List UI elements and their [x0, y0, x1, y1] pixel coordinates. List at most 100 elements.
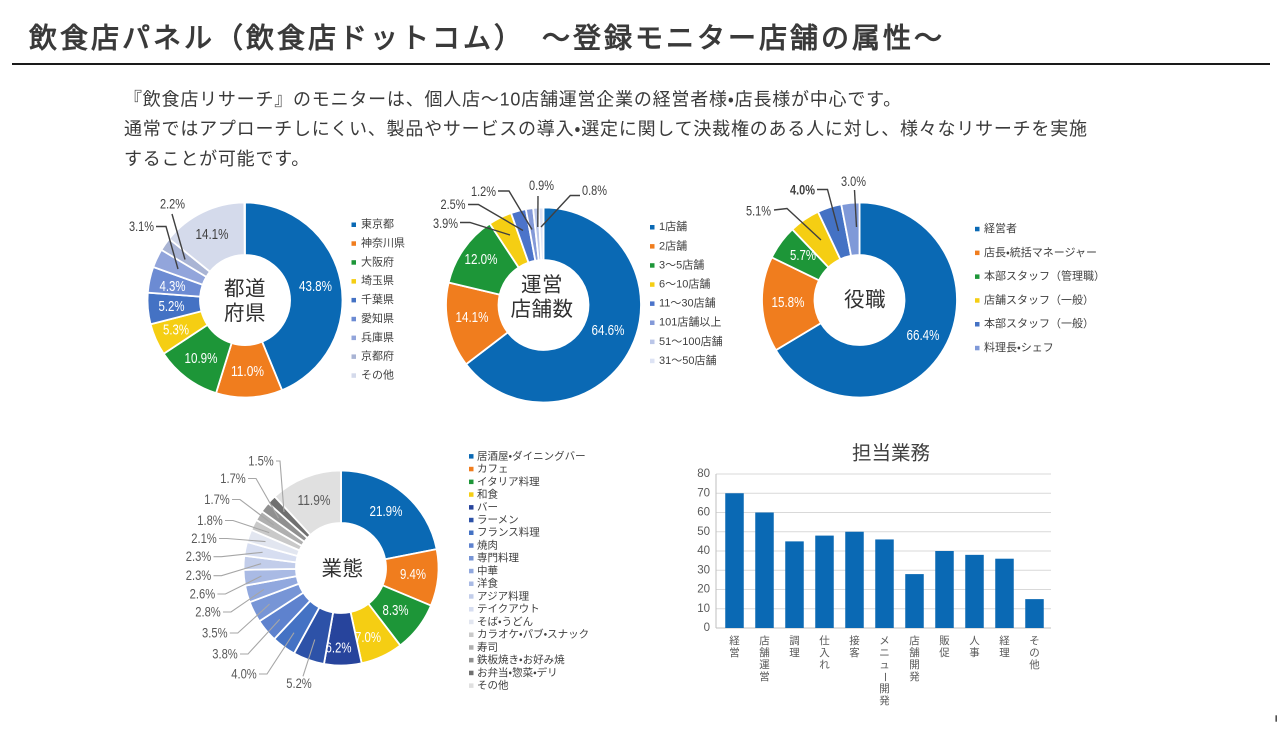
svg-text:12.0%: 12.0% — [465, 252, 498, 268]
svg-text:飲食店パネル（飲食店ドットコム） 〜登録モニター店舗の属性〜: 飲食店パネル（飲食店ドットコム） 〜登録モニター店舗の属性〜 — [28, 22, 945, 54]
svg-text:お弁当・惣菜・デリ: お弁当・惣菜・デリ — [477, 666, 558, 679]
svg-text:80: 80 — [697, 468, 710, 480]
svg-text:営: 営 — [729, 646, 740, 659]
svg-text:1.7%: 1.7% — [220, 471, 246, 486]
svg-text:専門料理: 専門料理 — [477, 551, 519, 564]
svg-text:0: 0 — [704, 622, 710, 634]
svg-text:中華: 中華 — [477, 564, 498, 577]
svg-text:その他: その他 — [477, 679, 509, 692]
svg-text:洋食: 洋食 — [477, 577, 498, 590]
svg-text:発: 発 — [879, 694, 890, 707]
svg-text:3.8%: 3.8% — [212, 647, 238, 662]
svg-text:兵庫県: 兵庫県 — [361, 330, 394, 344]
svg-text:運: 運 — [759, 659, 770, 671]
svg-text:経営者: 経営者 — [984, 221, 1017, 235]
svg-text:埼玉県: 埼玉県 — [361, 273, 394, 287]
svg-text:発: 発 — [909, 670, 920, 683]
svg-text:ニ: ニ — [879, 647, 890, 659]
svg-text:神奈川県: 神奈川県 — [361, 236, 405, 250]
svg-text:入: 入 — [819, 647, 830, 659]
svg-text:販: 販 — [939, 635, 950, 647]
svg-text:他: 他 — [1029, 658, 1040, 671]
svg-text:60: 60 — [697, 507, 710, 519]
svg-text:30: 30 — [697, 564, 710, 576]
svg-text:14.1%: 14.1% — [456, 310, 489, 326]
svg-text:3〜5店舗: 3〜5店舗 — [659, 257, 704, 271]
svg-text:21.9%: 21.9% — [370, 504, 403, 520]
svg-text:2.1%: 2.1% — [191, 531, 217, 546]
svg-text:6.2%: 6.2% — [326, 641, 352, 657]
svg-text:仕: 仕 — [819, 634, 830, 647]
svg-text:2.5%: 2.5% — [441, 197, 466, 212]
svg-text:京都府: 京都府 — [361, 350, 394, 363]
svg-text:1店舗: 1店舗 — [659, 219, 687, 233]
svg-text:3.0%: 3.0% — [841, 174, 866, 189]
svg-text:ー: ー — [879, 672, 891, 683]
svg-text:営: 営 — [759, 670, 770, 683]
svg-text:運営: 運営 — [521, 274, 563, 297]
svg-text:料理長・シェフ: 料理長・シェフ — [984, 340, 1054, 354]
svg-text:調: 調 — [789, 635, 800, 647]
svg-text:舗: 舗 — [759, 646, 770, 659]
svg-text:店舗数: 店舗数 — [511, 298, 574, 321]
svg-text:アジア料理: アジア料理 — [477, 589, 530, 602]
svg-text:事: 事 — [969, 646, 980, 659]
svg-text:経: 経 — [999, 634, 1010, 647]
svg-text:府県: 府県 — [224, 302, 266, 325]
svg-text:の: の — [1029, 647, 1040, 659]
svg-text:1.2%: 1.2% — [471, 184, 496, 199]
svg-text:愛知県: 愛知県 — [361, 311, 394, 325]
svg-text:フランス料理: フランス料理 — [477, 526, 540, 539]
svg-text:15.8%: 15.8% — [772, 295, 805, 311]
svg-text:本部スタッフ（管理職）: 本部スタッフ（管理職） — [984, 269, 1105, 283]
svg-text:れ: れ — [819, 659, 830, 671]
svg-text:4.0%: 4.0% — [790, 183, 815, 198]
svg-text:役職: 役職 — [844, 289, 886, 312]
svg-text:寿司: 寿司 — [477, 640, 498, 653]
svg-text:接: 接 — [849, 634, 860, 647]
svg-text:0.8%: 0.8% — [582, 183, 607, 198]
svg-text:51〜100店舗: 51〜100店舗 — [659, 334, 723, 348]
svg-text:通常ではアプローチしにくい、製品やサービスの導入・選定に関し: 通常ではアプローチしにくい、製品やサービスの導入・選定に関して決裁権のある人に対… — [124, 119, 1088, 139]
svg-text:開: 開 — [909, 659, 920, 671]
svg-text:3.1%: 3.1% — [129, 219, 154, 234]
svg-text:大阪府: 大阪府 — [361, 254, 394, 268]
svg-text:和食: 和食 — [477, 489, 498, 501]
svg-text:本部スタッフ（一般）: 本部スタッフ（一般） — [984, 316, 1094, 330]
svg-text:その他: その他 — [361, 369, 394, 382]
svg-text:業態: 業態 — [322, 558, 364, 581]
svg-text:6〜10店舗: 6〜10店舗 — [659, 277, 710, 291]
svg-text:することが可能です。: することが可能です。 — [124, 149, 310, 169]
svg-text:客: 客 — [849, 646, 860, 659]
svg-text:14.1%: 14.1% — [196, 227, 229, 243]
svg-text:東京都: 東京都 — [361, 218, 394, 231]
svg-text:1.5%: 1.5% — [248, 454, 274, 469]
svg-text:2店舗: 2店舗 — [659, 238, 687, 252]
svg-text:促: 促 — [939, 646, 950, 659]
svg-text:そ: そ — [1029, 635, 1040, 647]
svg-text:1.8%: 1.8% — [197, 513, 223, 528]
svg-text:『飲食店リサーチ』のモニターは、個人店〜10店舗運営企業の経: 『飲食店リサーチ』のモニターは、個人店〜10店舗運営企業の経営者様・店長様が中心… — [124, 90, 902, 110]
svg-text:20: 20 — [697, 584, 710, 596]
svg-text:2.3%: 2.3% — [186, 568, 212, 583]
svg-text:3.9%: 3.9% — [433, 216, 458, 231]
svg-text:バー: バー — [477, 501, 498, 513]
svg-text:店: 店 — [909, 635, 920, 647]
svg-text:70: 70 — [697, 487, 710, 499]
svg-text:2.8%: 2.8% — [195, 605, 221, 620]
svg-text:ュ: ュ — [879, 659, 890, 671]
svg-text:開: 開 — [879, 683, 890, 695]
svg-text:50: 50 — [697, 526, 710, 538]
svg-text:舗: 舗 — [909, 646, 920, 659]
svg-text:店: 店 — [759, 635, 770, 647]
svg-text:5.3%: 5.3% — [163, 323, 189, 339]
svg-text:5.1%: 5.1% — [746, 204, 771, 219]
svg-text:11〜30店舗: 11〜30店舗 — [659, 296, 716, 310]
svg-text:31〜50店舗: 31〜50店舗 — [659, 353, 716, 367]
svg-text:鉄板焼き・お好み焼: 鉄板焼き・お好み焼 — [477, 653, 565, 666]
svg-text:40: 40 — [697, 545, 710, 557]
svg-text:ラーメン: ラーメン — [477, 514, 519, 526]
svg-text:10: 10 — [697, 603, 710, 615]
svg-text:66.4%: 66.4% — [907, 328, 940, 344]
svg-text:そば・うどん: そば・うどん — [477, 616, 533, 628]
